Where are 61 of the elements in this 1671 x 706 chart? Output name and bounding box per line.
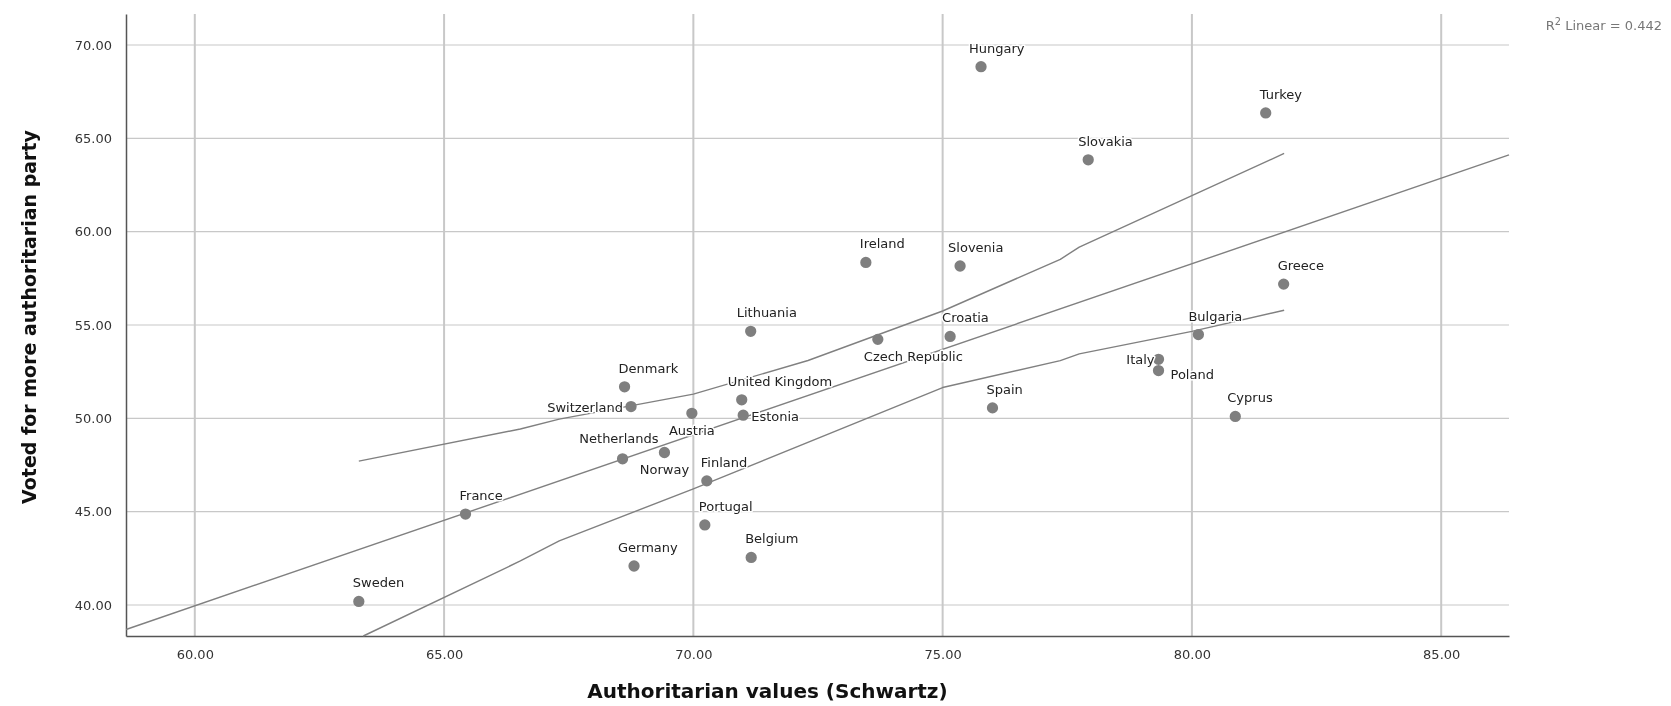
point (1082, 154, 1094, 166)
x-tick-label: 75.00 (924, 647, 962, 663)
x-tick-label: 70.00 (675, 647, 713, 663)
point (745, 325, 757, 337)
y-tick-label: 45.00 (74, 504, 112, 520)
annotation: Italy (1126, 352, 1155, 368)
point (986, 402, 999, 414)
y-tick-label: 40.00 (74, 597, 112, 613)
point (1260, 107, 1272, 119)
annotation: Ireland (859, 236, 905, 252)
annotation: Germany (618, 540, 679, 555)
annotation: Portugal (698, 498, 753, 514)
x-tick-label: 65.00 (425, 647, 464, 663)
point (1192, 328, 1205, 341)
annotation: Netherlands (579, 430, 659, 446)
annotation: Norway (639, 462, 690, 478)
y-tick-label: 55.00 (74, 317, 112, 333)
point (658, 446, 671, 459)
text: R$^{2}$ Linear = 0.442 (1545, 15, 1662, 33)
annotation: Turkey (1258, 86, 1303, 102)
x-axis-title: Authoritarian values (Schwartz) (587, 679, 948, 703)
annotation: Finland (700, 454, 748, 470)
point (944, 330, 956, 343)
annotation: Bulgaria (1188, 308, 1243, 324)
point (1152, 364, 1165, 377)
annotation: Denmark (618, 360, 679, 376)
point (353, 595, 365, 608)
point (628, 560, 640, 572)
annotation: Slovakia (1078, 133, 1133, 149)
y-tick-label: 70.00 (74, 37, 112, 53)
annotation: Estonia (751, 409, 800, 425)
point (699, 519, 711, 531)
annotation: Lithuania (736, 305, 797, 321)
point (1229, 410, 1241, 423)
point (618, 381, 631, 393)
annotation: France (459, 488, 503, 504)
annotation: United Kingdom (727, 373, 833, 389)
annotation: Sweden (352, 575, 405, 591)
annotation: Belgium (745, 531, 799, 547)
y-tick-label: 60.00 (74, 224, 112, 240)
point (975, 61, 987, 73)
annotation: Greece (1277, 258, 1324, 274)
annotation: Switzerland (547, 399, 624, 415)
point (745, 551, 757, 564)
x-tick-label: 80.00 (1173, 647, 1212, 663)
annotation: Poland (1170, 366, 1214, 382)
x-tick-label: 85.00 (1423, 647, 1461, 663)
point (1278, 278, 1290, 290)
point (686, 407, 698, 419)
y-tick-label: 50.00 (74, 411, 112, 426)
y-axis-title: Voted for more authoritarian party (18, 129, 40, 504)
x-tick-label: 60.00 (176, 647, 214, 663)
annotation: Spain (986, 381, 1023, 397)
annotation: Slovenia (948, 240, 1004, 256)
annotation: Hungary (969, 40, 1025, 56)
annotation: Croatia (942, 310, 989, 326)
point (860, 256, 872, 269)
point (954, 260, 966, 272)
annotation: Cyprus (1227, 390, 1273, 406)
point (736, 394, 748, 406)
y-tick-label: 65.00 (74, 130, 112, 146)
